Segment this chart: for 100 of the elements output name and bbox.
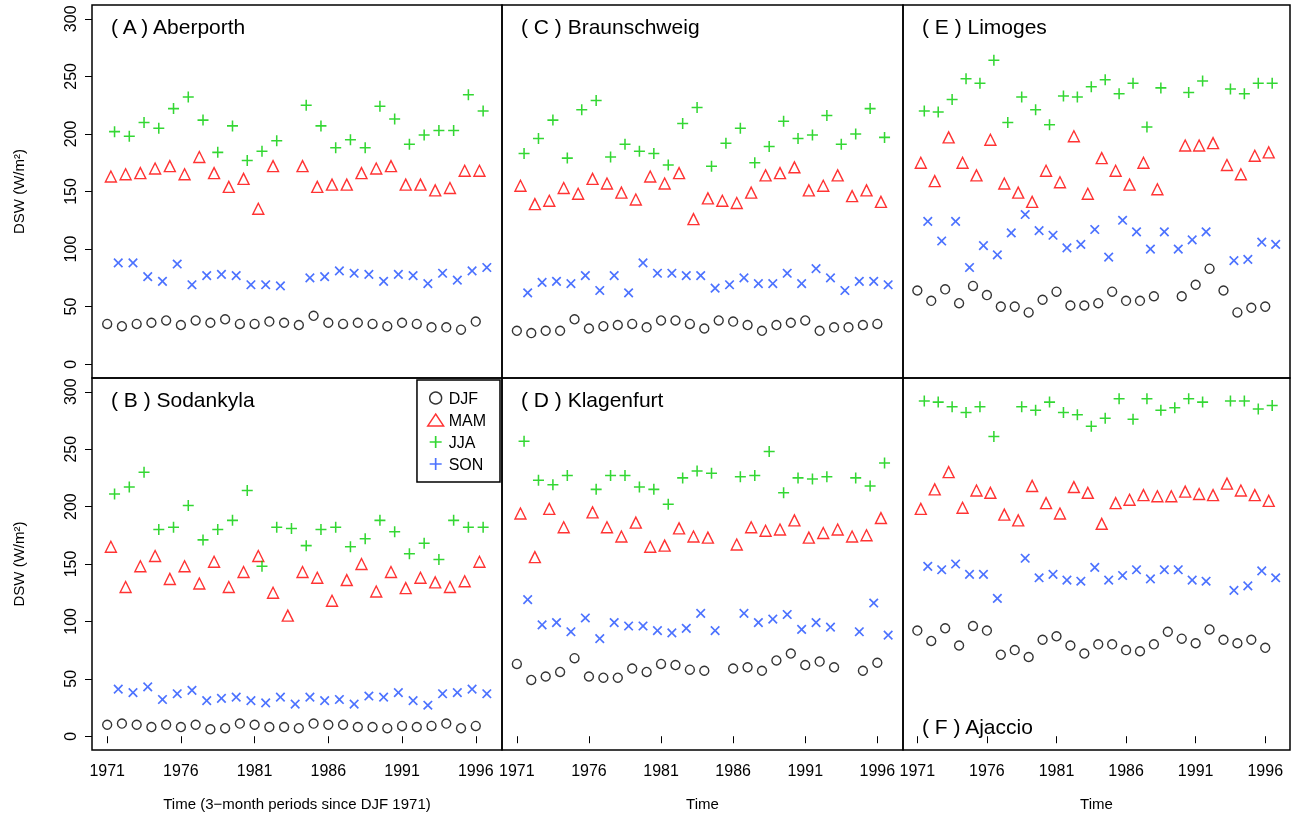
legend-label: MAM — [448, 411, 486, 429]
point — [1243, 580, 1253, 591]
point — [378, 276, 389, 287]
point — [271, 521, 283, 533]
point — [785, 648, 797, 659]
point — [981, 625, 993, 636]
point — [1085, 420, 1097, 432]
point — [788, 514, 801, 527]
point — [802, 531, 816, 544]
point — [1151, 490, 1164, 503]
point — [1190, 279, 1201, 290]
x-tick-label: 1971 — [899, 761, 936, 779]
point — [763, 141, 775, 153]
point — [652, 625, 663, 636]
point — [1095, 517, 1108, 531]
point — [1025, 479, 1039, 493]
point — [271, 135, 283, 147]
point — [178, 168, 191, 181]
point — [956, 501, 969, 514]
point — [1218, 634, 1229, 645]
point — [1151, 183, 1164, 196]
point — [956, 156, 969, 169]
point — [1051, 631, 1062, 642]
point — [441, 322, 452, 333]
point — [1238, 395, 1250, 407]
point — [569, 652, 580, 664]
point — [113, 258, 124, 268]
x-tick-label: 1981 — [236, 761, 273, 779]
point — [1120, 644, 1132, 656]
point — [1155, 404, 1167, 416]
point — [850, 472, 862, 484]
point — [554, 666, 566, 678]
point — [1012, 186, 1025, 199]
point — [662, 498, 674, 510]
point — [1224, 395, 1236, 407]
point — [237, 172, 250, 186]
point — [540, 325, 551, 336]
point — [868, 276, 879, 287]
point — [672, 522, 686, 535]
point — [325, 178, 339, 191]
point — [355, 557, 368, 571]
point — [691, 465, 703, 477]
point — [953, 297, 965, 309]
point — [691, 101, 703, 113]
point — [216, 693, 227, 704]
point — [411, 318, 422, 330]
point — [633, 481, 645, 493]
point — [308, 310, 319, 322]
point — [992, 593, 1003, 604]
point — [802, 184, 816, 197]
point — [939, 623, 951, 634]
point — [788, 161, 801, 174]
point — [319, 695, 330, 706]
point — [843, 322, 854, 333]
point — [967, 620, 979, 632]
point — [246, 279, 256, 290]
point — [1224, 83, 1236, 95]
point — [260, 279, 271, 290]
point — [942, 465, 955, 479]
point — [1192, 139, 1206, 152]
point — [467, 684, 477, 694]
point — [879, 457, 891, 469]
point — [658, 539, 671, 552]
point — [667, 268, 677, 279]
point — [759, 524, 772, 537]
point — [429, 576, 442, 589]
point — [1030, 104, 1042, 116]
x-tick-label: 1976 — [163, 761, 199, 779]
point — [1012, 514, 1025, 527]
point — [1179, 139, 1192, 152]
point — [883, 630, 893, 641]
point — [576, 104, 588, 116]
point — [850, 128, 862, 140]
point — [182, 91, 194, 103]
point — [1176, 633, 1187, 644]
point — [160, 315, 172, 326]
point — [315, 120, 327, 132]
point — [396, 317, 408, 328]
point — [926, 635, 937, 647]
point — [763, 445, 775, 457]
point — [699, 665, 710, 676]
point — [116, 321, 128, 332]
point — [458, 575, 471, 588]
point — [1234, 168, 1248, 181]
point — [1109, 164, 1122, 177]
point — [998, 177, 1011, 190]
point — [742, 319, 753, 331]
point — [557, 521, 570, 534]
point — [1262, 146, 1275, 159]
point — [172, 688, 183, 699]
point — [547, 479, 559, 491]
point — [1081, 486, 1094, 500]
point — [330, 521, 342, 533]
point — [547, 114, 559, 126]
point — [1270, 239, 1281, 250]
point — [950, 216, 961, 227]
point — [396, 720, 408, 732]
point — [926, 295, 937, 307]
x-tick-label: 1996 — [1247, 761, 1284, 779]
point — [207, 166, 221, 180]
